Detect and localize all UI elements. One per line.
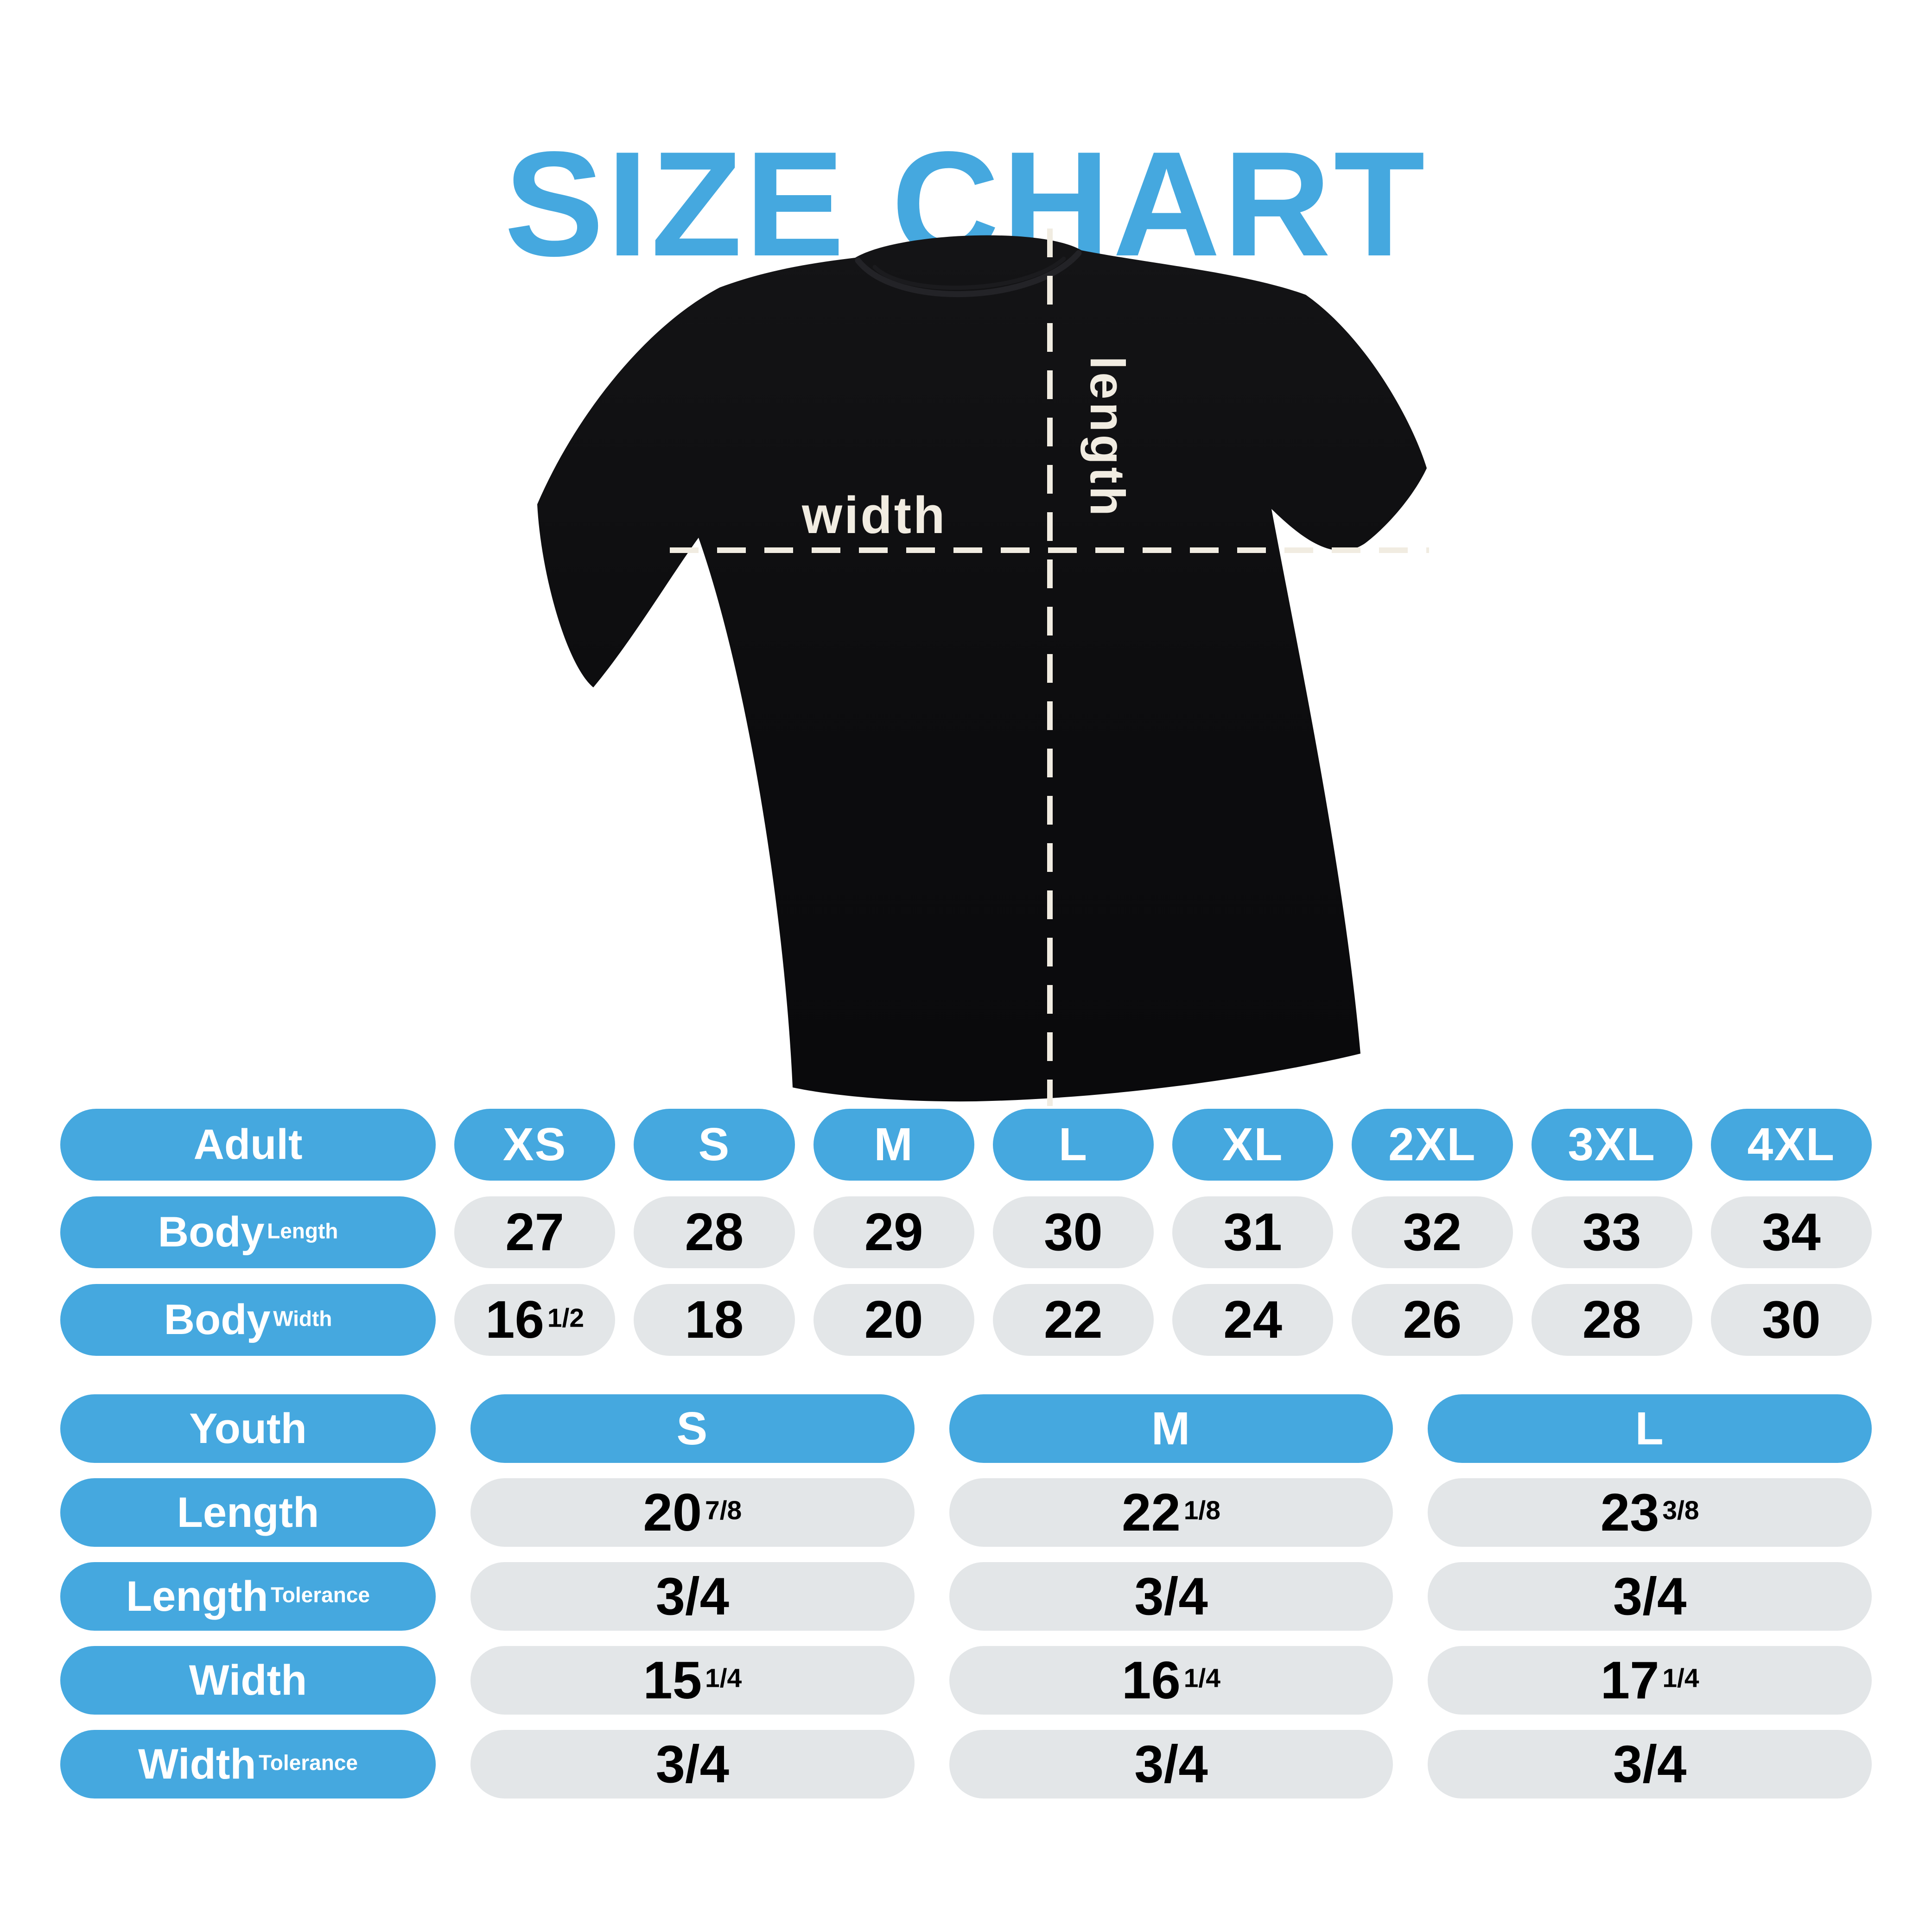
adult-value-cell: 24 <box>1172 1284 1334 1356</box>
fraction-suffix: Tolerance <box>271 1582 370 1607</box>
youth-value-cell: 20 7/8 <box>470 1478 915 1547</box>
youth-value-cell: 17 1/4 <box>1428 1646 1872 1715</box>
length-label: length <box>1080 356 1134 519</box>
adult-value-cell: 26 <box>1352 1284 1513 1356</box>
youth-value-cell: 16 1/4 <box>949 1646 1393 1715</box>
adult-size-header-l: L <box>992 1109 1154 1181</box>
youth-value-cell: 3/4 <box>470 1562 915 1631</box>
adult-value-cell: 22 <box>992 1284 1154 1356</box>
youth-value-cell: 3/4 <box>470 1730 915 1799</box>
fraction-suffix: Width <box>273 1306 332 1330</box>
adult-size-header-xs: XS <box>454 1109 616 1181</box>
adult-value-cell: 30 <box>992 1196 1154 1268</box>
collar-inner-seam <box>872 256 1066 290</box>
youth-size-header-m: M <box>949 1394 1393 1463</box>
youth-size-header-s: S <box>470 1394 915 1463</box>
adult-value-cell: 28 <box>1531 1284 1692 1356</box>
adult-value-cell: 31 <box>1172 1196 1334 1268</box>
tshirt-silhouette <box>537 235 1427 1102</box>
tshirt-illustration: width length <box>537 229 1429 1106</box>
youth-value-cell: 3/4 <box>949 1562 1393 1631</box>
fraction-suffix: Tolerance <box>259 1750 358 1775</box>
adult-size-header-3xl: 3XL <box>1531 1109 1692 1181</box>
youth-size-table: Youth S M L Length 20 7/8 22 1/8 23 3/8 Length Toler… <box>60 1394 1872 1799</box>
adult-size-header-xl: XL <box>1172 1109 1334 1181</box>
adult-size-header-2xl: 2XL <box>1352 1109 1513 1181</box>
adult-size-table: Adult XS S M L XL 2XL 3XL 4XL Body Length 27 28 29 30 3… <box>60 1109 1872 1356</box>
youth-row-label: Length <box>60 1478 436 1547</box>
fraction-suffix: Length <box>267 1218 338 1243</box>
youth-header-label: Youth <box>60 1394 436 1463</box>
adult-size-header-s: S <box>634 1109 795 1181</box>
adult-value-cell: 18 <box>634 1284 795 1356</box>
adult-row-label: Body Length <box>60 1196 436 1268</box>
youth-size-header-l: L <box>1428 1394 1872 1463</box>
tshirt-measurement-diagram: width length <box>531 222 1432 1114</box>
adult-value-cell: 34 <box>1710 1196 1872 1268</box>
adult-value-cell: 16 1/2 <box>454 1284 616 1356</box>
youth-value-cell: 23 3/8 <box>1428 1478 1872 1547</box>
adult-header-label: Adult <box>60 1109 436 1181</box>
adult-size-header-m: M <box>813 1109 974 1181</box>
youth-value-cell: 3/4 <box>949 1730 1393 1799</box>
fraction-suffix: 1/4 <box>705 1663 742 1693</box>
youth-value-cell: 22 1/8 <box>949 1478 1393 1547</box>
youth-value-cell: 3/4 <box>1428 1562 1872 1631</box>
adult-value-cell: 29 <box>813 1196 974 1268</box>
width-label: width <box>801 486 947 544</box>
youth-row-label: Width <box>60 1646 436 1715</box>
adult-value-cell: 27 <box>454 1196 616 1268</box>
fraction-suffix: 1/8 <box>1183 1495 1220 1525</box>
fraction-suffix: 1/4 <box>1183 1663 1220 1693</box>
fraction-suffix: 3/8 <box>1662 1495 1699 1525</box>
adult-value-cell: 28 <box>634 1196 795 1268</box>
adult-value-cell: 33 <box>1531 1196 1692 1268</box>
fraction-suffix: 1/4 <box>1662 1663 1699 1693</box>
youth-row-label: Width Tolerance <box>60 1730 436 1799</box>
adult-value-cell: 30 <box>1710 1284 1872 1356</box>
fraction-suffix: 1/2 <box>547 1303 585 1333</box>
adult-value-cell: 20 <box>813 1284 974 1356</box>
youth-value-cell: 3/4 <box>1428 1730 1872 1799</box>
youth-row-label: Length Tolerance <box>60 1562 436 1631</box>
youth-value-cell: 15 1/4 <box>470 1646 915 1715</box>
fraction-suffix: 7/8 <box>705 1495 742 1525</box>
collar-seam <box>855 250 1082 298</box>
adult-row-label: Body Width <box>60 1284 436 1356</box>
adult-value-cell: 32 <box>1352 1196 1513 1268</box>
adult-size-header-4xl: 4XL <box>1710 1109 1872 1181</box>
